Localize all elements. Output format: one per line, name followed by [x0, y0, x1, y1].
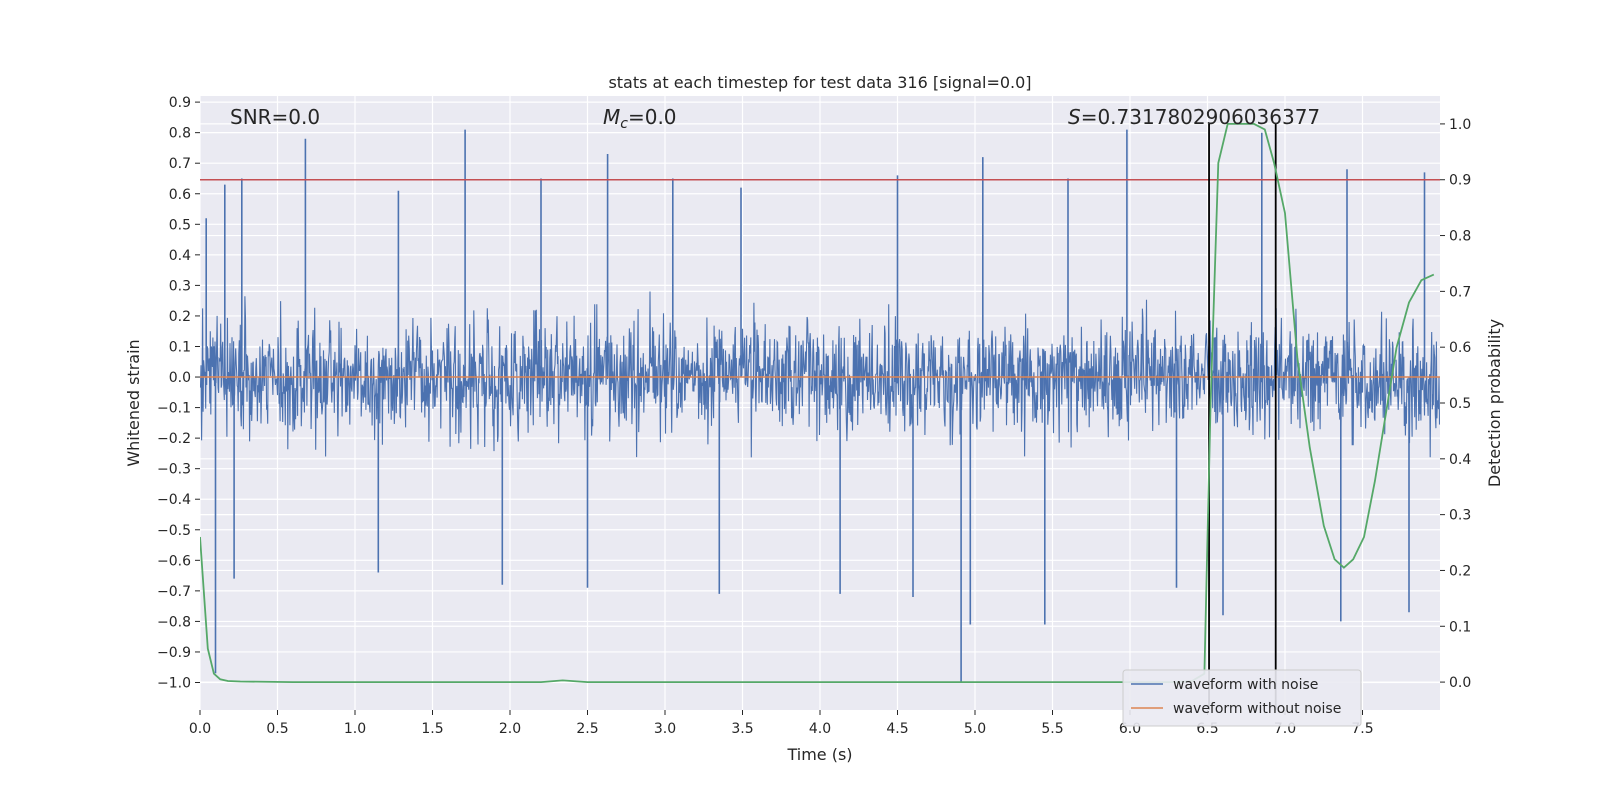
y2-tick-label: 0.7 [1449, 284, 1471, 300]
x-tick-label: 5.0 [964, 721, 986, 737]
legend-label-clean: waveform without noise [1173, 701, 1341, 717]
y-tick-label: 0.8 [169, 126, 191, 142]
x-tick-label: 3.0 [654, 721, 676, 737]
x-tick-label: 1.0 [344, 721, 366, 737]
y2-tick-label: 0.8 [1449, 229, 1471, 245]
x-tick-label: 4.5 [886, 721, 908, 737]
y2-tick-label: 0.9 [1449, 173, 1471, 189]
mc-value: =0.0 [628, 105, 677, 129]
chart-title: stats at each timestep for test data 316… [608, 73, 1031, 92]
y2-tick-label: 0.5 [1449, 396, 1471, 412]
y-tick-label: −0.7 [157, 584, 191, 600]
y-tick-label: 0.4 [169, 248, 191, 264]
legend-label-noise: waveform with noise [1173, 677, 1318, 693]
y-tick-label: −0.6 [157, 553, 191, 569]
x-tick-label: 0.5 [266, 721, 288, 737]
s-annotation: S=0.7317802906036377 [1068, 105, 1320, 129]
x-axis-label: Time (s) [786, 745, 852, 764]
y2-axis-ticks: 1.0 0.9 0.8 0.7 0.6 0.5 0.4 0.3 0.2 0.1 0.0 [1440, 117, 1471, 691]
series-waveform-with-noise-spikes [205, 129, 1426, 683]
y-tick-label: 0.2 [169, 309, 191, 325]
x-tick-label: 5.5 [1041, 721, 1063, 737]
series-detection-probability [200, 123, 1435, 683]
x-tick-label: 0.0 [189, 721, 211, 737]
y2-tick-label: 1.0 [1449, 117, 1471, 133]
legend-box [1122, 669, 1362, 727]
mc-subscript: c [620, 116, 628, 132]
mc-annotation: Mc=0.0 [603, 105, 677, 132]
y-tick-label: 0.1 [169, 339, 191, 355]
y-tick-label: −0.2 [157, 431, 191, 447]
y-tick-label: −0.5 [157, 523, 191, 539]
y-tick-label: 0.3 [169, 278, 191, 294]
y-tick-label: −0.4 [157, 492, 191, 508]
y2-tick-label: 0.0 [1449, 675, 1471, 691]
x-tick-label: 4.0 [809, 721, 831, 737]
y-tick-label: −0.9 [157, 645, 191, 661]
x-tick-label: 2.5 [576, 721, 598, 737]
y-tick-label: 0.6 [169, 187, 191, 203]
y-tick-label: 0.7 [169, 156, 191, 172]
series-waveform-with-noise [200, 291, 1440, 458]
y2-tick-label: 0.1 [1449, 619, 1471, 635]
y2-tick-label: 0.6 [1449, 340, 1471, 356]
snr-annotation: SNR=0.0 [230, 105, 320, 129]
y2-tick-label: 0.2 [1449, 563, 1471, 579]
y2-axis-label: Detection probability [1485, 319, 1504, 487]
y-tick-label: 0.9 [169, 95, 191, 111]
x-tick-label: 3.5 [731, 721, 753, 737]
y-axis-label: Whitened strain [124, 339, 143, 466]
s-value: =0.7317802906036377 [1081, 105, 1320, 129]
y-tick-label: −1.0 [157, 676, 191, 692]
x-tick-label: 1.5 [421, 721, 443, 737]
y-tick-label: 0.5 [169, 217, 191, 233]
y-tick-label: −0.3 [157, 462, 191, 478]
chart-marks [200, 123, 1440, 710]
y-axis-ticks: 0.9 0.8 0.7 0.6 0.5 0.4 0.3 0.2 0.1 0.0 −0.1 −0.2 −0… [157, 95, 200, 692]
s-symbol: S [1068, 105, 1081, 129]
mc-symbol: M [603, 105, 620, 129]
legend: waveform with noise waveform without noi… [1122, 669, 1362, 727]
y-tick-label: −0.1 [157, 401, 191, 417]
y-tick-label: −0.8 [157, 614, 191, 630]
y2-tick-label: 0.3 [1449, 508, 1471, 524]
y2-tick-label: 0.4 [1449, 452, 1471, 468]
y-tick-label: 0.0 [169, 370, 191, 386]
x-tick-label: 2.0 [499, 721, 521, 737]
